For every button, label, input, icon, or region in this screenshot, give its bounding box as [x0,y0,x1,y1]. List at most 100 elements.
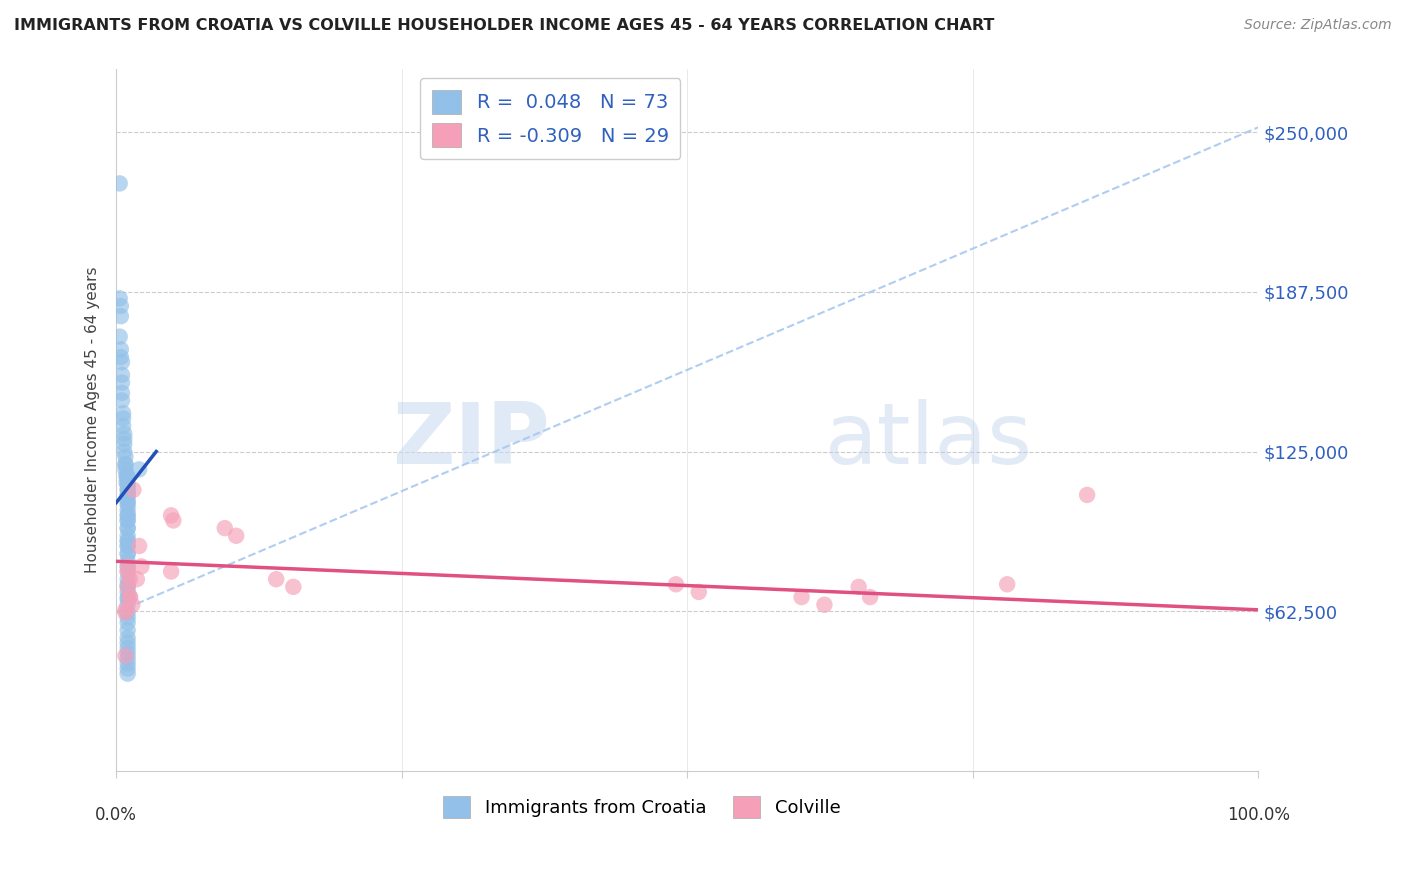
Point [117,539,139,553]
Point [117,636,139,650]
Point [264,572,287,586]
Point [128,539,150,553]
Point [117,533,139,548]
Point [117,598,139,612]
Y-axis label: Householder Income Ages 45 - 64 years: Householder Income Ages 45 - 64 years [86,267,100,573]
Point [117,508,139,523]
Point [117,559,139,574]
Text: ZIP: ZIP [392,400,550,483]
Point [114,648,136,663]
Point [118,590,141,604]
Point [125,572,148,586]
Point [117,488,139,502]
Point [283,580,305,594]
Point [813,598,835,612]
Point [115,470,138,484]
Point [117,592,139,607]
Point [117,559,139,574]
Point [112,437,135,451]
Point [108,177,131,191]
Point [117,641,139,656]
Point [112,426,135,441]
Point [117,529,139,543]
Point [117,547,139,561]
Point [160,565,183,579]
Point [117,590,139,604]
Point [117,495,139,509]
Point [128,462,150,476]
Point [117,513,139,527]
Point [121,598,143,612]
Point [114,458,136,472]
Point [117,662,139,676]
Point [117,624,139,638]
Point [848,580,870,594]
Point [117,493,139,508]
Point [162,513,184,527]
Point [117,615,139,630]
Point [111,368,134,382]
Point [117,498,139,512]
Point [114,450,136,464]
Point [665,577,688,591]
Point [112,419,135,434]
Point [117,477,139,491]
Point [115,467,138,482]
Point [112,406,135,420]
Point [117,533,139,548]
Point [110,343,132,357]
Point [117,565,139,579]
Point [111,376,134,390]
Point [112,432,135,446]
Point [117,521,139,535]
Point [117,610,139,624]
Point [1076,488,1098,502]
Point [117,565,139,579]
Point [117,657,139,671]
Point [117,580,139,594]
Point [122,483,145,497]
Point [117,521,139,535]
Point [108,291,131,305]
Point [117,585,139,599]
Point [114,606,136,620]
Point [111,355,134,369]
Point [160,508,183,523]
Text: Source: ZipAtlas.com: Source: ZipAtlas.com [1244,18,1392,32]
Point [117,577,139,591]
Point [214,521,236,535]
Point [117,651,139,665]
Point [117,470,139,484]
Point [108,329,131,343]
Point [111,385,134,400]
Point [117,580,139,594]
Point [117,503,139,517]
Point [115,475,138,490]
Point [790,590,813,604]
Point [225,529,247,543]
Point [117,606,139,620]
Point [112,411,135,425]
Text: 100.0%: 100.0% [1227,805,1289,824]
Point [114,462,136,476]
Point [117,513,139,527]
Point [110,299,132,313]
Point [688,585,710,599]
Point [117,539,139,553]
Point [117,483,139,497]
Point [117,488,139,502]
Point [117,483,139,497]
Text: IMMIGRANTS FROM CROATIA VS COLVILLE HOUSEHOLDER INCOME AGES 45 - 64 YEARS CORREL: IMMIGRANTS FROM CROATIA VS COLVILLE HOUS… [14,18,994,33]
Point [110,350,132,364]
Point [114,458,136,472]
Point [110,309,132,323]
Point [117,666,139,681]
Point [117,646,139,660]
Point [995,577,1018,591]
Text: atlas: atlas [824,400,1032,483]
Point [111,393,134,408]
Point [117,477,139,491]
Point [859,590,882,604]
Point [118,572,141,586]
Point [118,590,141,604]
